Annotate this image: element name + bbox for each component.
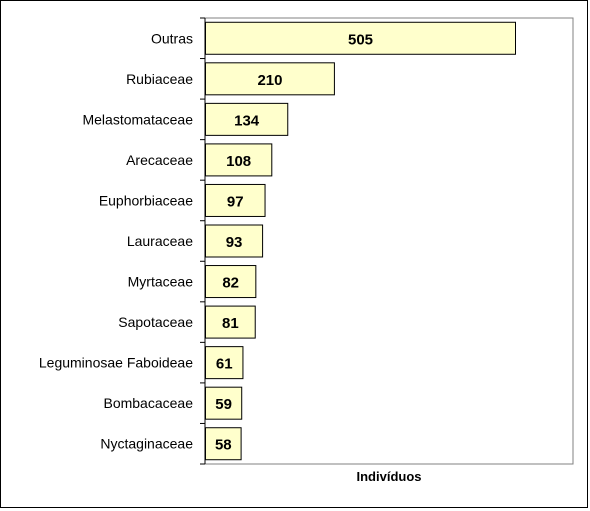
value-label: 59 [215,396,232,413]
bar-melastomataceae [205,102,289,136]
value-label: 108 [226,153,251,170]
category-label: Arecaceae [126,152,193,168]
value-label: 97 [227,193,244,210]
category-label: Melastomataceae [82,111,193,127]
bar-outras [205,21,516,55]
category-label: Sapotaceae [118,314,193,330]
category-label: Rubiaceae [126,71,193,87]
bar-bombacaceae [205,386,243,420]
category-label: Bombacaceae [103,395,193,411]
category-label: Outras [151,30,193,46]
bar-nyctaginaceae [205,427,242,461]
bars-group [205,21,516,461]
category-label: Nyctaginaceae [100,436,193,452]
value-label: 134 [234,112,260,129]
value-labels: 505 210 134 108 97 93 82 81 61 59 58 [215,31,373,453]
category-label: Euphorbiaceae [99,192,193,208]
bar-leguminosae-faboideae [205,346,244,380]
category-label: Lauraceae [127,233,193,249]
value-label: 82 [222,275,239,292]
value-label: 61 [216,356,233,373]
value-label: 210 [257,72,282,89]
bar-rubiaceae [205,62,335,96]
y-axis [200,17,206,465]
bar-sapotaceae [205,305,256,339]
value-label: 58 [215,437,232,454]
x-axis-title: Indivíduos [357,469,422,484]
category-labels: Outras Rubiaceae Melastomataceae Arecaceae E… [39,30,193,451]
value-label: 81 [222,315,239,332]
value-label: 505 [348,31,373,48]
category-label: Myrtaceae [128,274,194,290]
value-label: 93 [226,234,243,251]
category-label: Leguminosae Faboideae [39,355,193,371]
bar-euphorbiaceae [205,183,266,217]
